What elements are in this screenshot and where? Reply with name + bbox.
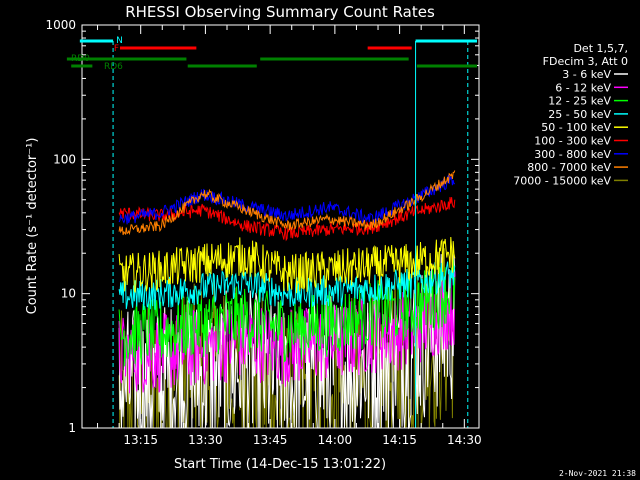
legend-header-detectors: Det 1,5,7, [573, 42, 628, 55]
marker-n: N [116, 36, 123, 46]
legend-label-1: 6 - 12 keV [555, 81, 611, 94]
flag-label-rd0: RD0 [71, 54, 90, 64]
timestamp: 2-Nov-2021 21:38 [559, 469, 636, 478]
marker-f: F [114, 44, 119, 54]
legend-label-7: 800 - 7000 keV [527, 161, 611, 174]
flag-label-rd6: RD6 [104, 62, 123, 72]
x-tick-label-2: 13:45 [253, 433, 288, 447]
series-line-4 [118, 236, 456, 294]
y-tick-label-0: 1 [68, 421, 76, 435]
y-tick-label-1: 10 [61, 287, 76, 301]
series-line-7 [118, 170, 456, 236]
legend-label-2: 12 - 25 keV [548, 95, 611, 108]
plot-frame [81, 24, 480, 429]
y-axis-label: Count Rate (s⁻¹ detector⁻¹) [25, 138, 40, 315]
legend-label-4: 50 - 100 keV [541, 121, 611, 134]
y-tick-label-2: 100 [53, 152, 76, 166]
chart-title: RHESSI Observing Summary Count Rates [125, 3, 435, 21]
series-line-5 [118, 196, 456, 242]
legend-label-0: 3 - 6 keV [562, 68, 611, 81]
y-tick-label-3: 1000 [45, 18, 76, 32]
series-line-3 [118, 261, 456, 310]
legend-label-5: 100 - 300 keV [534, 135, 611, 148]
x-axis: 13:15 13:30 13:45 14:00 14:15 14:30 [97, 25, 482, 447]
y-axis: 1 10 100 1000 [45, 18, 479, 435]
legend-header-fdecim: FDecim 3, Att 0 [543, 55, 628, 68]
x-axis-label: Start Time (14-Dec-15 13:01:22) [174, 457, 386, 472]
x-tick-label-0: 13:15 [123, 433, 158, 447]
series-line-6 [118, 174, 455, 225]
x-tick-label-3: 14:00 [318, 433, 353, 447]
x-tick-label-4: 14:15 [382, 433, 417, 447]
flag-bars: NF RD0 RD6 [66, 36, 477, 72]
x-tick-label-5: 14:30 [447, 433, 482, 447]
legend-label-8: 7000 - 15000 keV [513, 174, 611, 187]
legend-label-3: 25 - 50 keV [548, 108, 611, 121]
x-tick-label-1: 13:30 [188, 433, 223, 447]
legend-label-6: 300 - 800 keV [534, 148, 611, 161]
